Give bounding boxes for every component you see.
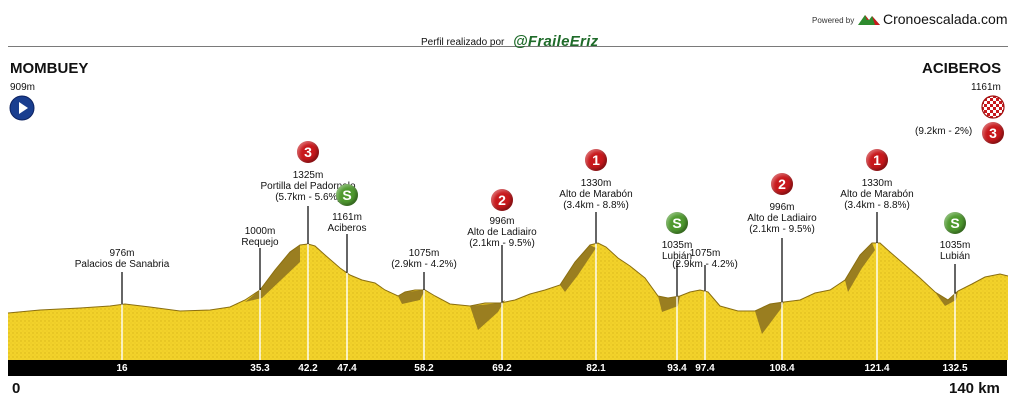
point-label-line: Portilla del Padornelo [260,181,356,192]
km-mark: 58.2 [414,363,434,374]
point-label-line: 1000m [244,226,276,237]
point-label-line: Alto de Marabón [840,189,914,200]
point-label: 1075m (2.9km - 4.2%) [391,248,457,270]
climb-shade [658,296,680,312]
point-label-line: (3.4km - 8.8%) [563,200,629,211]
point-label-line: Lubián [939,251,971,262]
point-label: 1075m (2.9km - 4.2%) [672,248,738,270]
km-mark: 132.5 [942,363,968,374]
climb-shade [398,290,425,304]
mountain-logo-icon [858,15,880,25]
point-label-line: Alto de Ladiairo [467,227,537,238]
point-label-line: (2.1km - 9.5%) [749,224,815,235]
category-badge: 1 [866,149,888,171]
point-label-line: (3.4km - 8.8%) [844,200,910,211]
km-mark: 35.3 [250,363,270,374]
km-mark: 108.4 [769,363,795,374]
point-label-line: 1325m [292,170,324,181]
km-mark: 82.1 [586,363,606,374]
category-badge: 2 [491,189,513,211]
point-label-line: Alto de Marabón [559,189,633,200]
point-label: 1161m Aciberos [328,212,367,234]
sprint-badge: S [944,212,966,234]
point-label-line: Requejo [241,237,279,248]
start-name: MOMBUEY [10,60,89,77]
point-label: 996m Alto de Ladiairo (2.1km - 9.5%) [747,202,817,235]
point-label-line: 1075m [408,248,440,259]
finish-altitude: 1161m [971,82,1001,93]
category-badge: 2 [771,173,793,195]
point-label: 1330m Alto de Marabón (3.4km - 8.8%) [559,178,632,211]
point-label-line: (2.9km - 4.2%) [391,259,457,270]
climb-shade [935,291,958,306]
point-label-line: 1035m [661,240,693,251]
sprint-badge: S [336,184,358,206]
km-mark: 97.4 [695,363,715,374]
point-label: 1035m Lubián [662,240,693,262]
point-label-line: 1075m [689,248,721,259]
point-label-line: (5.7km - 5.6%) [275,192,341,203]
point-label-line: (2.1km - 9.5%) [469,238,535,249]
point-label-line: 1035m [939,240,971,251]
sprint-badge: S [666,212,688,234]
profile-edge [7,242,1009,314]
point-label-line: 1330m [580,178,612,189]
km-mark: 42.2 [298,363,318,374]
point-label: 1330m Alto de Marabón (3.4km - 8.8%) [840,178,913,211]
point-label-line: 976m [109,248,135,259]
category-badge: 3 [297,141,319,163]
point-label-line: (2.9km - 4.2%) [672,259,738,270]
point-label-line: Aciberos [327,223,367,234]
start-altitude: 909m [10,82,36,93]
point-label: 1000m Requejo [241,226,278,248]
km-mark: 69.2 [492,363,512,374]
brand-link[interactable]: Cronoescalada.com [883,11,1008,27]
author-label: Perfil realizado por [421,37,505,48]
point-label-line: Lubián [661,251,693,262]
top-frame-line [8,46,1008,47]
climb-shade [470,300,505,330]
point-label-line: Alto de Ladiairo [747,213,817,224]
point-label: 996m Alto de Ladiairo (2.1km - 9.5%) [467,216,537,249]
km-mark: 93.4 [667,363,687,374]
scale-end: 140 km [949,380,1000,397]
km-mark: 47.4 [337,363,357,374]
finish-category-badge: 3 [982,122,1004,144]
point-label-line: 996m [489,216,515,227]
finish-name: ACIBEROS [922,60,1002,77]
point-label: 1035m Lubián [940,240,971,262]
powered-by-label: Powered by [812,16,855,25]
checkered-flag-icon [981,95,1005,119]
climb-shade [755,302,784,334]
point-label: 1325m Portilla del Padornelo (5.7km - 5.6%… [260,170,355,203]
point-label-line: Palacios de Sanabria [74,259,170,270]
km-bar [8,360,1007,376]
category-badge: 1 [585,149,607,171]
km-mark: 121.4 [864,363,890,374]
point-label: 976m Palacios de Sanabria [75,248,170,270]
author-handle[interactable]: @FraileEriz [513,33,599,50]
point-label-line: 1161m [332,212,362,223]
climb-shade [845,243,875,292]
climb-shade [560,245,596,292]
point-label-line: 996m [769,202,795,213]
point-label-line: 1330m [861,178,893,189]
scale-start: 0 [12,380,21,397]
play-icon [9,95,35,121]
km-mark: 16 [116,363,128,374]
finish-climb-info: (9.2km - 2%) [915,126,973,137]
